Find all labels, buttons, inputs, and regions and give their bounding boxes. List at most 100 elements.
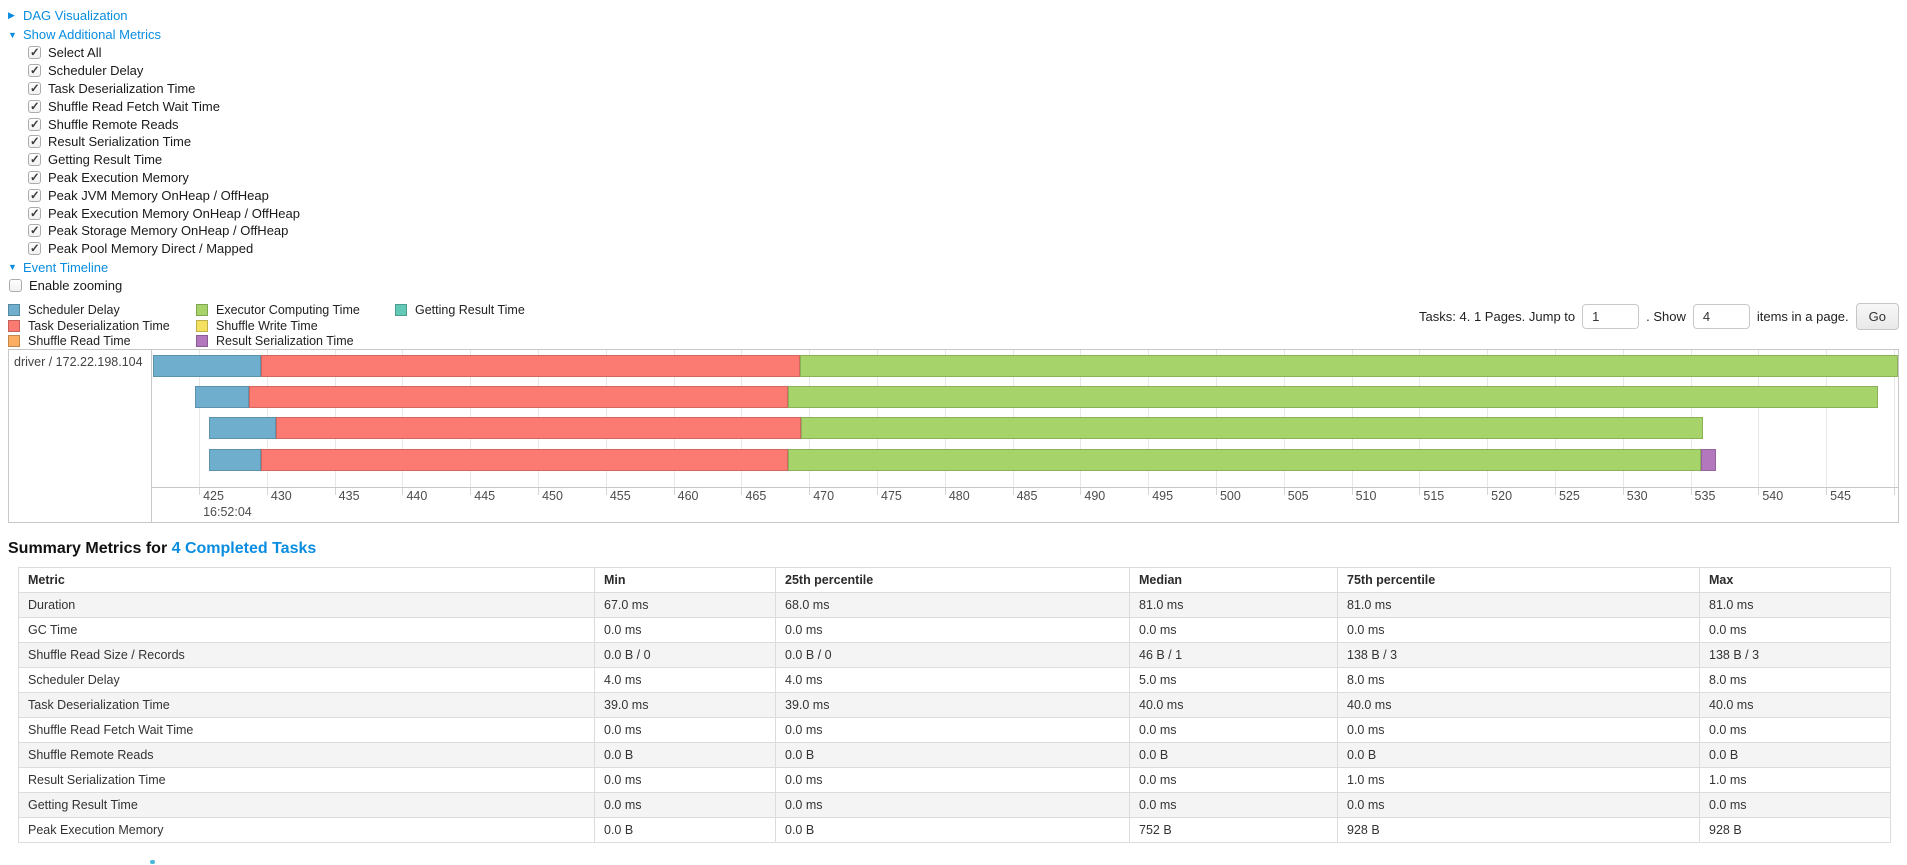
table-row: Shuffle Remote Reads 0.0 B 0.0 B 0.0 B 0.0 B…: [18, 742, 1891, 769]
task-bar-segment-task-deserialization[interactable]: [276, 417, 802, 440]
metric-value-cell: 0.0 B: [1699, 742, 1891, 769]
metric-value-cell: 4.0 ms: [775, 667, 1130, 694]
column-header: Metric: [18, 567, 595, 594]
metric-name-cell: Task Deserialization Time: [18, 692, 595, 719]
task-bar-segment-executor-computing[interactable]: [787, 386, 1878, 409]
axis-tick-label: 530: [1626, 489, 1648, 504]
metric-checkbox[interactable]: [28, 45, 41, 60]
axis-tick: [605, 488, 607, 496]
legend-item: Shuffle Write Time: [196, 318, 395, 334]
axis-tick: [673, 488, 675, 496]
metric-checkbox[interactable]: [28, 152, 41, 167]
show-additional-metrics-toggle[interactable]: ▼ Show Additional Metrics: [8, 25, 1899, 44]
axis-tick-label: 550: [1894, 489, 1899, 503]
metric-checkbox[interactable]: [28, 241, 41, 256]
metric-name-cell: Scheduler Delay: [18, 667, 595, 694]
metric-value-cell: 0.0 B: [594, 817, 776, 844]
metric-checkbox-row: Shuffle Remote Reads: [28, 115, 1899, 133]
metric-name-cell: Result Serialization Time: [18, 767, 595, 794]
completed-tasks-link[interactable]: 4 Completed Tasks: [171, 540, 317, 558]
metric-checkbox[interactable]: [28, 117, 41, 131]
gridline: [1758, 350, 1760, 488]
executor-group-label: driver / 172.22.198.104: [14, 355, 143, 370]
axis-tick: [1826, 488, 1828, 496]
task-bar-segment-executor-computing[interactable]: [787, 449, 1702, 472]
jump-to-page-input[interactable]: [1582, 304, 1640, 330]
expanded-arrow-icon: ▼: [8, 29, 17, 40]
tasks-count-text: Tasks: 4. 1 Pages. Jump to: [1419, 309, 1576, 325]
metric-checkbox-row: Getting Result Time: [28, 151, 1899, 169]
legend-column: Executor Computing Time Shuffle Write Tim…: [196, 302, 395, 349]
legend-swatch-icon: [8, 319, 20, 332]
table-row: Task Deserialization Time 39.0 ms 39.0 ms 4…: [18, 692, 1891, 719]
axis-tick: [1419, 488, 1421, 496]
metric-value-cell: 8.0 ms: [1699, 667, 1891, 694]
legend-label: Getting Result Time: [415, 303, 525, 318]
axis-tick: [809, 488, 811, 496]
metric-checkbox-row: Peak Storage Memory OnHeap / OffHeap: [28, 222, 1899, 240]
metric-checkbox[interactable]: [28, 99, 41, 113]
task-bar-segment-task-deserialization[interactable]: [261, 449, 788, 472]
metric-value-cell: 0.0 ms: [594, 792, 776, 819]
clipped-content-fragment: [150, 860, 155, 864]
metric-value-cell: 1.0 ms: [1699, 767, 1891, 794]
metric-value-cell: 67.0 ms: [594, 592, 776, 619]
metric-value-cell: 0.0 ms: [1337, 617, 1700, 644]
legend-swatch-icon: [196, 335, 208, 348]
metric-value-cell: 40.0 ms: [1129, 692, 1338, 719]
task-bar-segment-scheduler-delay[interactable]: [208, 449, 262, 472]
axis-tick-label: 465: [745, 489, 767, 504]
metric-value-cell: 0.0 B / 0: [594, 642, 776, 669]
metric-checkbox-label: Peak Pool Memory Direct / Mapped: [48, 241, 254, 257]
event-timeline-toggle[interactable]: ▼ Event Timeline: [8, 258, 1899, 277]
metric-value-cell: 0.0 ms: [594, 717, 776, 744]
task-bar-segment-scheduler-delay[interactable]: [153, 355, 262, 378]
legend-swatch-icon: [196, 319, 208, 332]
metric-checkbox[interactable]: [28, 134, 41, 149]
metric-checkbox[interactable]: [28, 63, 41, 78]
metric-checkbox[interactable]: [28, 81, 41, 95]
event-timeline-label: Event Timeline: [23, 259, 109, 275]
metric-value-cell: 0.0 ms: [775, 717, 1130, 744]
enable-zooming-checkbox[interactable]: [9, 278, 22, 292]
go-button[interactable]: Go: [1855, 303, 1899, 331]
legend-label: Task Deserialization Time: [28, 318, 170, 333]
summary-metrics-table: Metric Min 25th percentile Median 75th perce…: [18, 567, 1891, 844]
task-bar-segment-task-deserialization[interactable]: [261, 355, 800, 378]
axis-tick: [1148, 488, 1150, 496]
table-row: Shuffle Read Fetch Wait Time 0.0 ms 0.0 ms…: [18, 717, 1891, 744]
timeline-axis: 425 16:52:04 430 435 440 445 450 455 460 465 470 47…: [9, 487, 1898, 522]
task-bar-segment-scheduler-delay[interactable]: [208, 417, 277, 440]
legend-swatch-icon: [395, 304, 407, 317]
task-bar-segment-result-serialization[interactable]: [1701, 449, 1717, 472]
items-per-page-input[interactable]: [1692, 304, 1750, 330]
metric-name-cell: Peak Execution Memory: [18, 817, 595, 844]
metric-checkbox[interactable]: [28, 223, 41, 238]
legend-item: Shuffle Read Time: [8, 333, 196, 349]
metric-value-cell: 0.0 B: [775, 742, 1130, 769]
metric-checkbox[interactable]: [28, 206, 41, 220]
legend-swatch-icon: [8, 335, 20, 348]
metric-value-cell: 0.0 ms: [1129, 792, 1338, 819]
items-in-page-text: items in a page.: [1756, 309, 1849, 325]
task-bar-segment-executor-computing[interactable]: [801, 417, 1703, 440]
metric-checkbox[interactable]: [28, 188, 41, 202]
axis-tick-label: 505: [1287, 489, 1309, 504]
dag-visualization-toggle[interactable]: ▶ DAG Visualization: [8, 6, 1899, 25]
metric-value-cell: 0.0 ms: [775, 792, 1130, 819]
metric-value-cell: 928 B: [1337, 817, 1700, 844]
metric-value-cell: 81.0 ms: [1337, 592, 1700, 619]
metric-checkbox[interactable]: [28, 170, 41, 184]
metric-checkbox-row: Peak Execution Memory OnHeap / OffHeap: [28, 204, 1899, 222]
show-additional-metrics-label: Show Additional Metrics: [23, 27, 162, 42]
task-bar-segment-task-deserialization[interactable]: [249, 386, 788, 409]
metric-checkbox-row: Shuffle Read Fetch Wait Time: [28, 97, 1899, 115]
metric-value-cell: 138 B / 3: [1699, 642, 1891, 669]
axis-tick-label: 525: [1558, 489, 1580, 504]
metric-checkbox-label: Peak Execution Memory: [48, 169, 189, 185]
axis-tick-label: 455: [609, 489, 631, 504]
legend-label: Scheduler Delay: [28, 303, 120, 318]
task-bar-segment-scheduler-delay[interactable]: [195, 386, 250, 409]
task-bar-segment-executor-computing[interactable]: [799, 355, 1898, 378]
